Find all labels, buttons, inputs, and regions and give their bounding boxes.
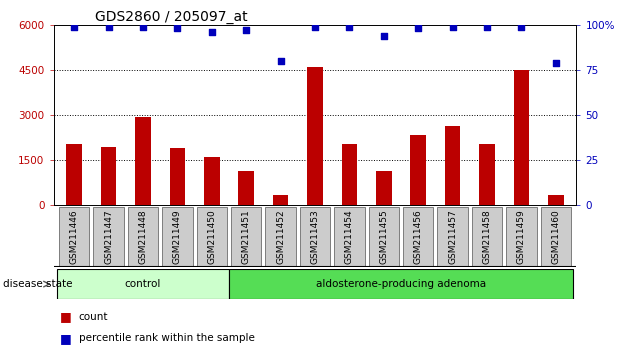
Text: GDS2860 / 205097_at: GDS2860 / 205097_at <box>95 10 248 24</box>
Text: ■: ■ <box>60 310 72 323</box>
Bar <box>66 144 82 205</box>
Text: GSM211447: GSM211447 <box>104 209 113 263</box>
Point <box>310 24 320 29</box>
Bar <box>57 269 229 299</box>
Point <box>517 24 527 29</box>
Point <box>207 29 217 35</box>
Text: GSM211457: GSM211457 <box>448 209 457 264</box>
Text: GSM211449: GSM211449 <box>173 209 182 263</box>
Text: aldosterone-producing adenoma: aldosterone-producing adenoma <box>316 279 486 289</box>
Point <box>275 58 285 64</box>
Text: GSM211452: GSM211452 <box>276 209 285 263</box>
Text: GSM211456: GSM211456 <box>414 209 423 264</box>
Text: GSM211453: GSM211453 <box>311 209 319 264</box>
Text: GSM211458: GSM211458 <box>483 209 491 264</box>
Bar <box>307 67 323 205</box>
Bar <box>513 70 529 205</box>
Point <box>173 25 183 31</box>
Bar <box>204 157 219 205</box>
Bar <box>479 144 495 205</box>
Bar <box>93 207 123 267</box>
Bar <box>231 207 261 267</box>
Bar <box>472 207 502 267</box>
Point <box>345 24 355 29</box>
Bar <box>341 144 357 205</box>
Bar <box>548 195 564 205</box>
Text: disease state: disease state <box>3 279 72 289</box>
Bar <box>507 207 537 267</box>
Bar <box>265 207 295 267</box>
Text: count: count <box>79 312 108 322</box>
Bar <box>163 207 193 267</box>
Point <box>241 27 251 33</box>
Bar <box>411 135 426 205</box>
Bar <box>445 126 461 205</box>
Bar <box>335 207 365 267</box>
Point <box>551 60 561 65</box>
Point <box>379 33 389 39</box>
Point <box>447 24 457 29</box>
Text: ■: ■ <box>60 332 72 344</box>
Point <box>482 24 492 29</box>
Bar <box>229 269 573 299</box>
Text: GSM211446: GSM211446 <box>70 209 79 263</box>
Text: GSM211451: GSM211451 <box>242 209 251 264</box>
Bar <box>59 207 89 267</box>
Bar <box>169 148 185 205</box>
Bar <box>369 207 399 267</box>
Text: GSM211454: GSM211454 <box>345 209 354 263</box>
Text: GSM211459: GSM211459 <box>517 209 526 264</box>
Bar <box>300 207 330 267</box>
Text: GSM211460: GSM211460 <box>551 209 560 264</box>
Point <box>103 24 113 29</box>
Text: GSM211450: GSM211450 <box>207 209 216 264</box>
Text: GSM211448: GSM211448 <box>139 209 147 263</box>
Bar <box>541 207 571 267</box>
Bar <box>273 195 289 205</box>
Bar <box>101 147 117 205</box>
Text: percentile rank within the sample: percentile rank within the sample <box>79 333 255 343</box>
Point <box>69 24 79 29</box>
Bar <box>376 171 391 205</box>
Text: GSM211455: GSM211455 <box>379 209 388 264</box>
Bar <box>239 171 254 205</box>
Bar <box>197 207 227 267</box>
Point <box>138 24 148 29</box>
Bar <box>128 207 158 267</box>
Bar <box>403 207 433 267</box>
Bar <box>437 207 467 267</box>
Bar <box>135 116 151 205</box>
Point <box>413 25 423 31</box>
Text: control: control <box>125 279 161 289</box>
